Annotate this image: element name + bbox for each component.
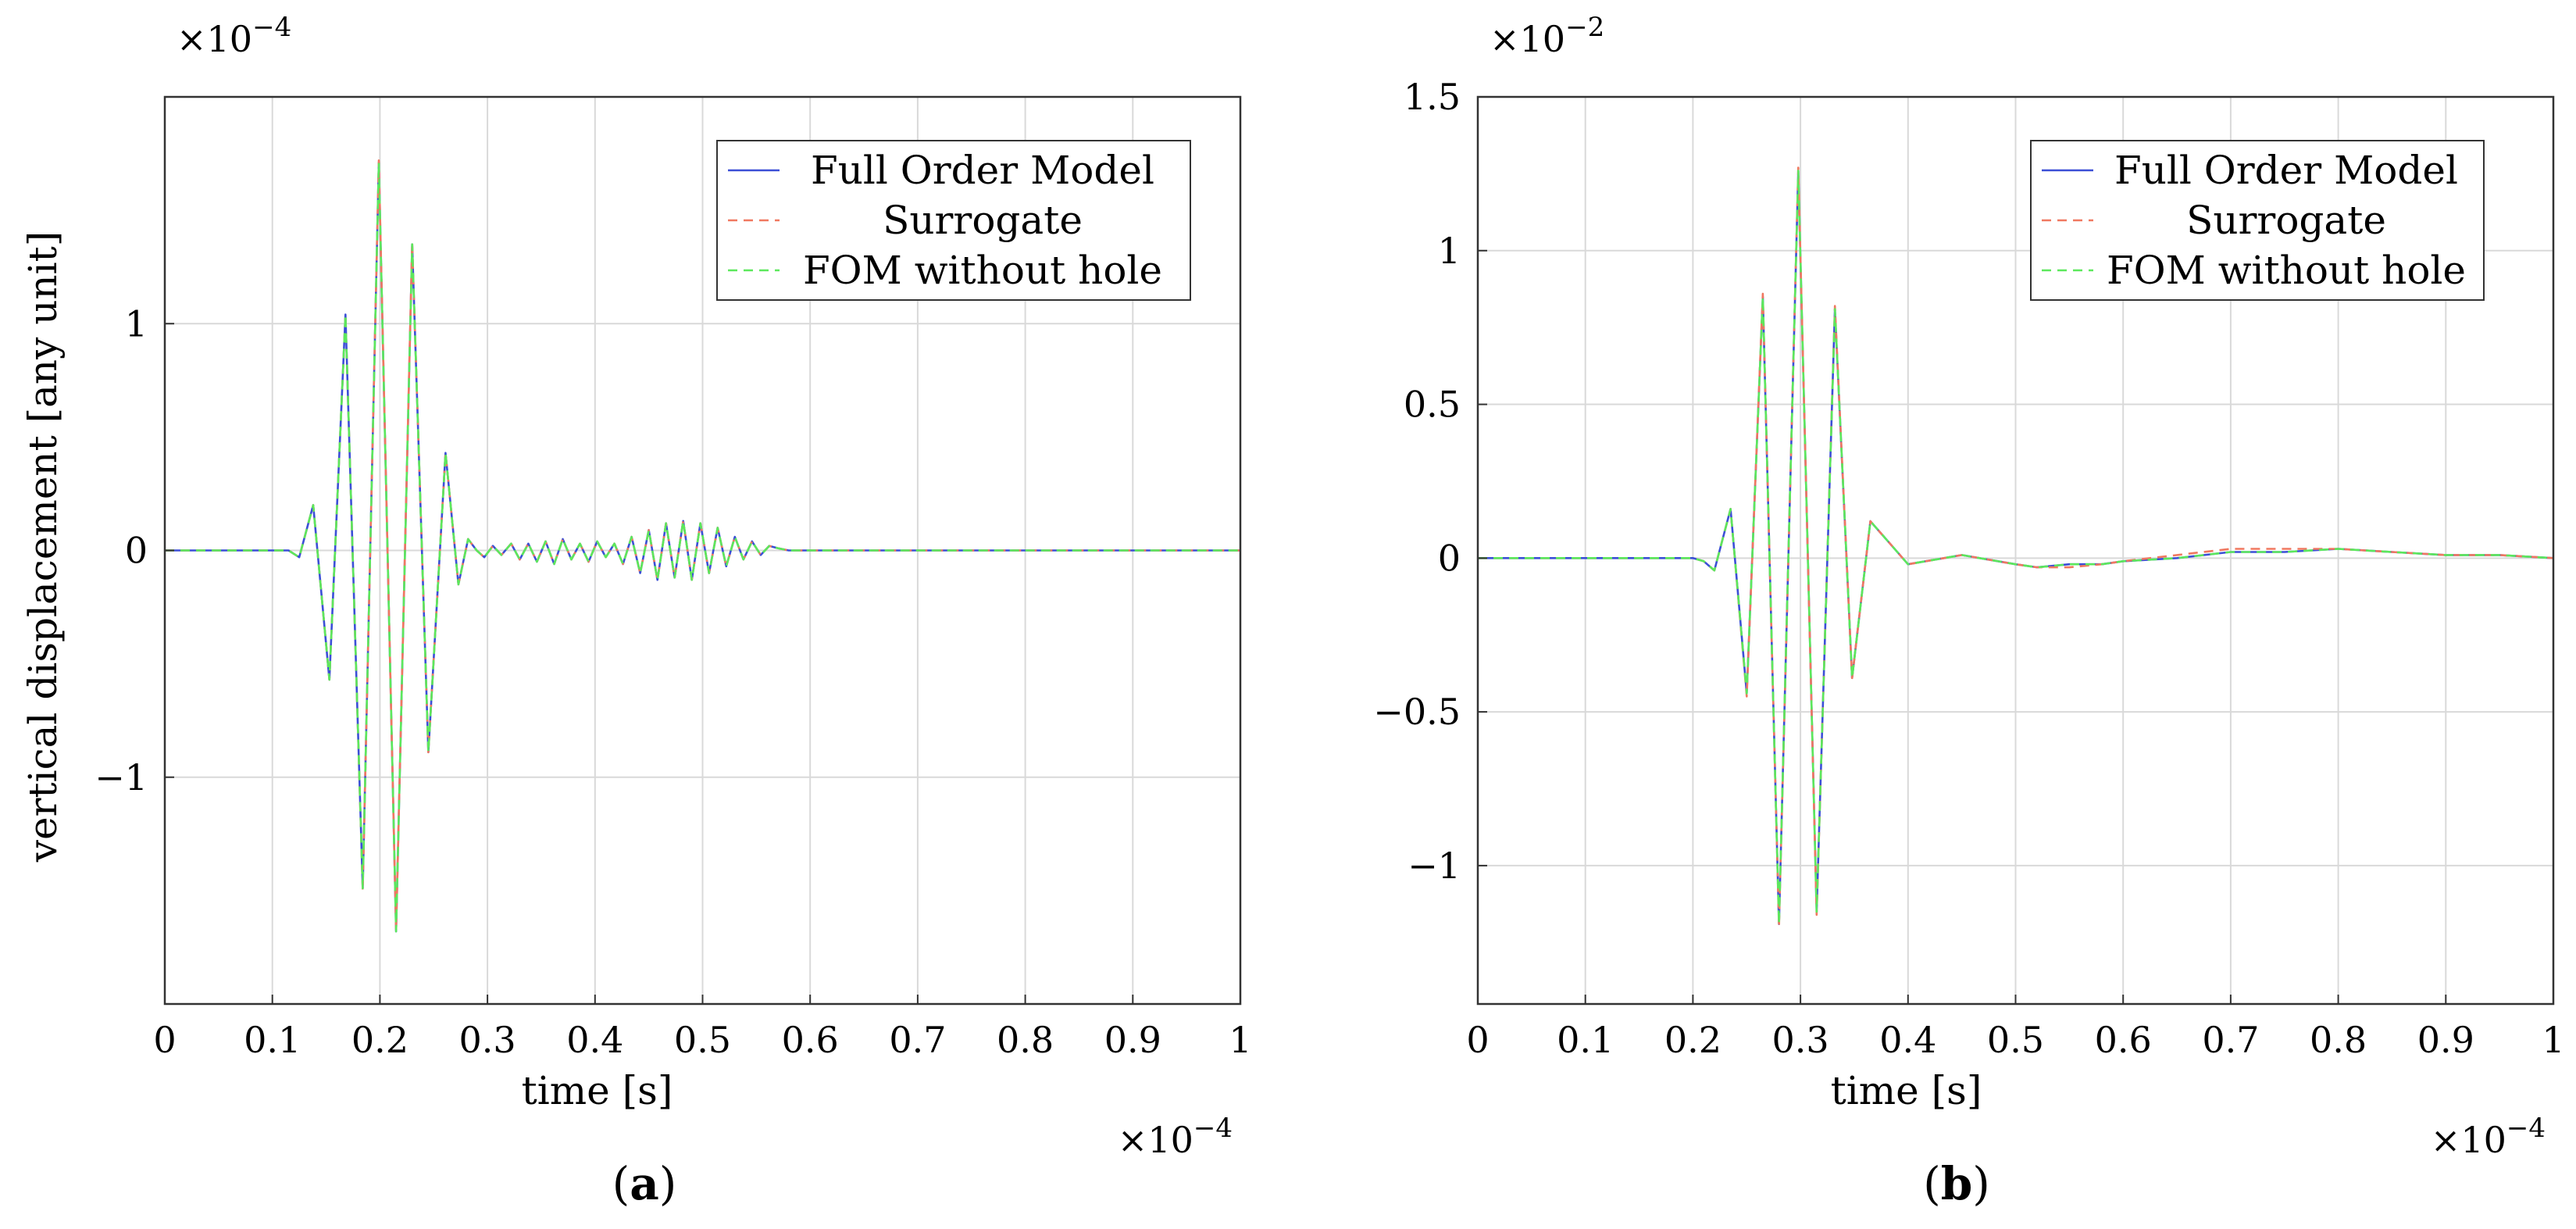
panel-caption-close: ) — [1972, 1157, 1990, 1210]
legend-entry-label: Surrogate — [2186, 198, 2386, 243]
y-axis-multiplier-exponent: −2 — [1565, 12, 1604, 43]
x-tick-label: 0 — [1466, 1019, 1489, 1061]
series-line-fom-without-hole — [1478, 170, 2553, 925]
panel-caption: (a) — [612, 1157, 677, 1210]
x-tick-label: 0.5 — [1987, 1019, 2044, 1061]
x-axis-multiplier-exponent: −4 — [2506, 1113, 2546, 1144]
y-axis-multiplier: ×10−4 — [177, 12, 291, 60]
panel-caption-letter: a — [630, 1157, 659, 1210]
x-tick-label: 0.7 — [2202, 1019, 2259, 1061]
y-axis-multiplier-exponent: −4 — [252, 12, 291, 43]
y-tick-label: 0 — [1438, 537, 1461, 579]
legend-entry-label: FOM without hole — [803, 248, 1162, 293]
chart-panel-b: 0 0.1 0.2 0.3 0.4 0.5 0.6 0.7 0.8 0.9 1 −1 −0.5 0 0.5 1… — [1373, 12, 2564, 1210]
y-tick-label: −1 — [1408, 845, 1461, 887]
x-tick-label: 0.6 — [2095, 1019, 2152, 1061]
x-tick-label: 0.9 — [2417, 1019, 2474, 1061]
panel-caption: (b) — [1923, 1157, 1990, 1210]
x-tick-label: 0.1 — [244, 1019, 301, 1061]
x-tick-label: 0.6 — [782, 1019, 839, 1061]
x-axis-label: time [s] — [1831, 1068, 1982, 1113]
y-tick-label: 0.5 — [1404, 384, 1461, 426]
y-axis-multiplier: ×10−2 — [1490, 12, 1604, 60]
legend-entry-label: Full Order Model — [811, 148, 1154, 193]
x-axis-multiplier-exponent: −4 — [1193, 1113, 1233, 1144]
legend-entry-label: Surrogate — [883, 198, 1083, 243]
y-tick-label: 1.5 — [1404, 76, 1461, 118]
x-tick-label: 0.4 — [1879, 1019, 1936, 1061]
panel-caption-letter: b — [1941, 1157, 1973, 1210]
x-tick-label: 0 — [153, 1019, 176, 1061]
panel-caption-close: ) — [659, 1157, 677, 1210]
chart-panel-a: 0 0.1 0.2 0.3 0.4 0.5 0.6 0.7 0.8 0.9 1 −1 0 1 ×10−4 ×1… — [20, 12, 1252, 1210]
x-tick-label: 0.2 — [351, 1019, 409, 1061]
legend-box — [716, 140, 1191, 301]
x-tick-label: 0.5 — [674, 1019, 731, 1061]
x-axis-multiplier: ×10−4 — [2431, 1113, 2546, 1161]
y-tick-label: −0.5 — [1373, 691, 1461, 733]
x-axis-label: time [s] — [522, 1068, 673, 1113]
x-tick-label: 0.3 — [459, 1019, 516, 1061]
y-tick-label: −1 — [95, 756, 148, 798]
series-line-fom-without-hole — [165, 161, 1240, 933]
legend-entry-label: FOM without hole — [2107, 248, 2466, 293]
y-tick-label: 0 — [125, 530, 148, 572]
x-tick-label: 1 — [1229, 1019, 1251, 1061]
x-tick-label: 0.8 — [2310, 1019, 2367, 1061]
y-axis-label: vertical displacement [any unit] — [20, 231, 66, 863]
x-tick-label: 0.4 — [566, 1019, 623, 1061]
x-axis-multiplier: ×10−4 — [1118, 1113, 1233, 1161]
y-tick-label: 1 — [1438, 230, 1461, 272]
x-tick-label: 1 — [2542, 1019, 2564, 1061]
legend-entry-label: Full Order Model — [2114, 148, 2458, 193]
x-tick-label: 0.9 — [1104, 1019, 1161, 1061]
x-tick-label: 0.8 — [997, 1019, 1054, 1061]
y-tick-label: 1 — [125, 302, 148, 345]
x-tick-label: 0.7 — [889, 1019, 946, 1061]
x-tick-label: 0.3 — [1772, 1019, 1829, 1061]
x-tick-label: 0.1 — [1557, 1019, 1614, 1061]
x-tick-label: 0.2 — [1664, 1019, 1721, 1061]
legend-box — [2030, 140, 2485, 301]
